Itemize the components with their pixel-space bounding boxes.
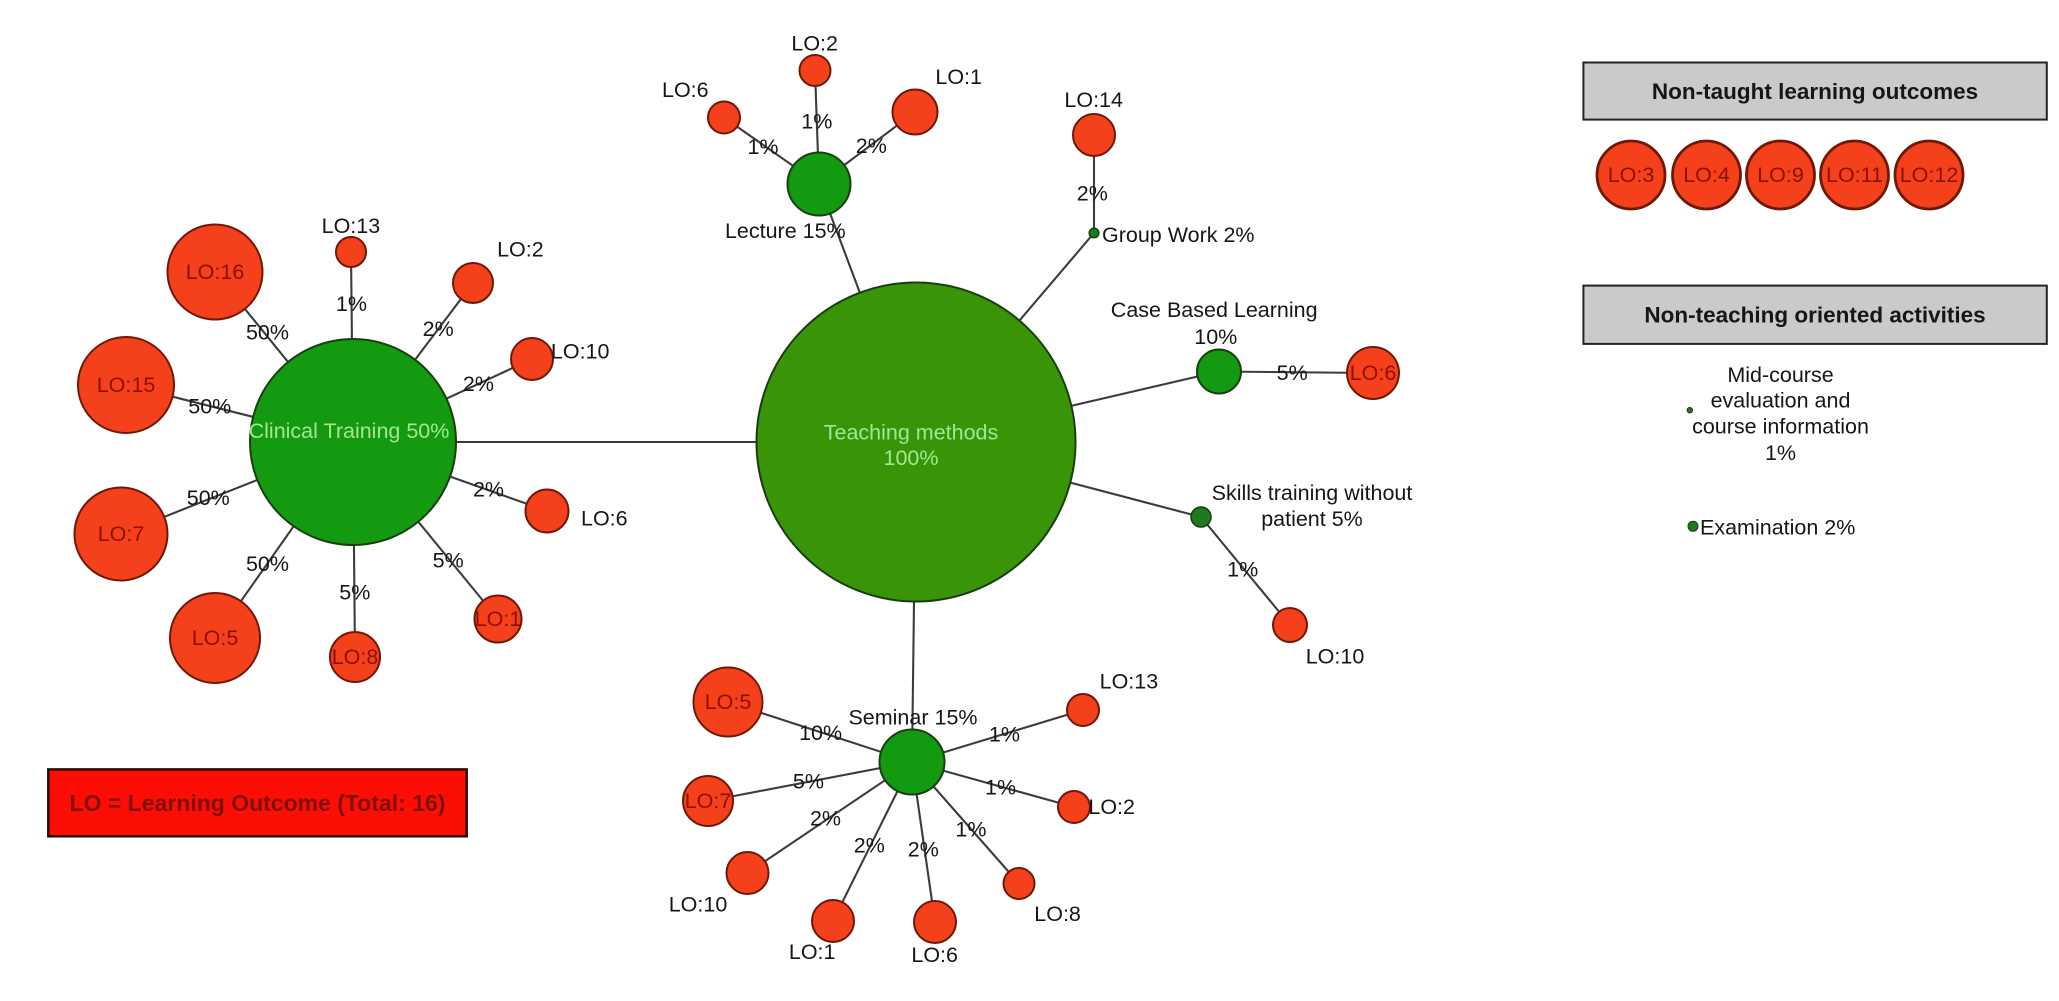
svg-text:LO:14: LO:14 xyxy=(1064,88,1123,112)
svg-text:Teaching methods: Teaching methods xyxy=(824,421,999,445)
svg-text:LO:10: LO:10 xyxy=(669,893,728,917)
svg-text:50%: 50% xyxy=(246,321,289,345)
svg-text:2%: 2% xyxy=(908,838,939,862)
svg-text:2%: 2% xyxy=(423,317,454,341)
svg-text:Non-taught learning outcomes: Non-taught learning outcomes xyxy=(1652,79,1978,104)
svg-text:LO:3: LO:3 xyxy=(1608,163,1655,187)
svg-text:Examination 2%: Examination 2% xyxy=(1700,515,1855,539)
svg-text:LO:12: LO:12 xyxy=(1900,163,1959,187)
svg-text:2%: 2% xyxy=(473,477,504,501)
svg-text:LO:7: LO:7 xyxy=(685,789,732,813)
svg-text:LO:2: LO:2 xyxy=(1088,795,1135,819)
svg-text:5%: 5% xyxy=(793,770,824,794)
svg-text:LO:13: LO:13 xyxy=(1100,669,1159,693)
svg-text:LO:4: LO:4 xyxy=(1683,163,1730,187)
svg-text:1%: 1% xyxy=(985,775,1016,799)
svg-text:1%: 1% xyxy=(747,135,778,159)
svg-text:Case Based Learning: Case Based Learning xyxy=(1111,298,1318,322)
svg-text:1%: 1% xyxy=(955,818,986,842)
svg-text:evaluation and: evaluation and xyxy=(1711,389,1851,413)
svg-text:LO:5: LO:5 xyxy=(705,690,752,714)
svg-text:LO = Learning Outcome (Total:: LO = Learning Outcome (Total: 16) xyxy=(70,790,446,816)
svg-text:2%: 2% xyxy=(463,372,494,396)
svg-text:Lecture 15%: Lecture 15% xyxy=(725,219,846,243)
svg-text:2%: 2% xyxy=(854,833,885,857)
svg-text:10%: 10% xyxy=(799,721,842,745)
svg-text:10%: 10% xyxy=(1194,325,1237,349)
svg-text:LO:7: LO:7 xyxy=(98,522,145,546)
svg-text:1%: 1% xyxy=(336,292,367,316)
svg-text:2%: 2% xyxy=(856,134,887,158)
svg-text:LO:6: LO:6 xyxy=(1350,361,1397,385)
svg-text:LO:11: LO:11 xyxy=(1826,163,1883,187)
svg-text:LO:15: LO:15 xyxy=(97,373,156,397)
svg-text:1%: 1% xyxy=(1227,558,1258,582)
svg-text:LO:13: LO:13 xyxy=(322,214,381,238)
svg-text:5%: 5% xyxy=(1277,361,1308,385)
svg-text:2%: 2% xyxy=(810,807,841,831)
svg-text:Group Work 2%: Group Work 2% xyxy=(1102,223,1255,247)
svg-text:LO:6: LO:6 xyxy=(662,78,709,102)
svg-text:LO:6: LO:6 xyxy=(911,943,958,967)
svg-text:50%: 50% xyxy=(188,394,231,418)
svg-text:1%: 1% xyxy=(801,110,832,134)
svg-text:LO:2: LO:2 xyxy=(791,31,838,55)
svg-text:Non-teaching oriented activiti: Non-teaching oriented activities xyxy=(1644,303,1985,328)
svg-text:50%: 50% xyxy=(246,552,289,576)
svg-text:LO:8: LO:8 xyxy=(1034,902,1081,926)
svg-text:LO:2: LO:2 xyxy=(497,237,544,261)
svg-text:Mid-course: Mid-course xyxy=(1727,363,1833,387)
svg-text:course information: course information xyxy=(1692,414,1869,438)
svg-text:1%: 1% xyxy=(989,723,1020,747)
svg-text:LO:10: LO:10 xyxy=(551,340,610,364)
svg-text:LO:8: LO:8 xyxy=(332,645,379,669)
svg-text:50%: 50% xyxy=(187,486,230,510)
svg-text:100%: 100% xyxy=(884,446,939,470)
svg-text:LO:1: LO:1 xyxy=(789,940,836,964)
svg-text:5%: 5% xyxy=(339,580,370,604)
svg-text:LO:1: LO:1 xyxy=(475,607,522,631)
svg-text:Seminar 15%: Seminar 15% xyxy=(848,705,977,729)
svg-text:LO:1: LO:1 xyxy=(935,65,982,89)
svg-text:5%: 5% xyxy=(433,548,464,572)
svg-text:LO:6: LO:6 xyxy=(581,506,628,530)
svg-text:LO:9: LO:9 xyxy=(1757,163,1804,187)
svg-text:Skills training without: Skills training without xyxy=(1212,481,1413,505)
svg-text:LO:5: LO:5 xyxy=(192,626,239,650)
svg-text:2%: 2% xyxy=(1077,182,1108,206)
svg-text:LO:16: LO:16 xyxy=(186,260,245,284)
svg-text:1%: 1% xyxy=(1765,441,1796,465)
svg-text:LO:10: LO:10 xyxy=(1306,645,1365,669)
svg-text:patient 5%: patient 5% xyxy=(1261,507,1363,531)
svg-text:Clinical Training 50%: Clinical Training 50% xyxy=(249,419,450,443)
